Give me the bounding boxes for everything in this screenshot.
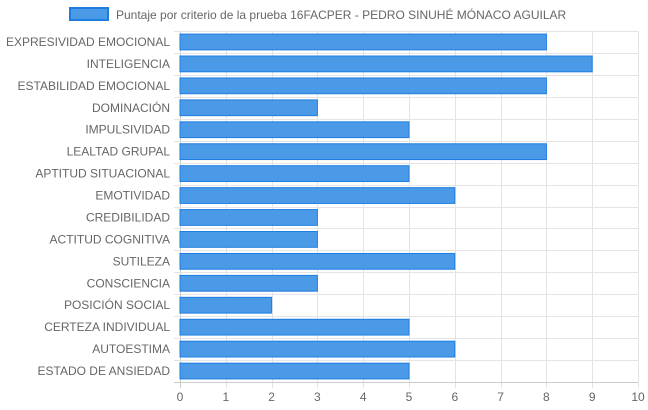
category-label: ESTADO DE ANSIEDAD (38, 364, 171, 378)
x-tick-label: 10 (631, 390, 645, 404)
x-axis-ticks: 0 1 2 3 4 5 6 7 8 9 10 (177, 390, 645, 404)
bars (179, 33, 593, 380)
category-label: SUTILEZA (113, 254, 170, 268)
category-label: LEALTAD GRUPAL (67, 145, 171, 159)
category-label: POSICIÓN SOCIAL (64, 297, 170, 312)
x-tick-label: 5 (406, 390, 413, 404)
category-label: IMPULSIVIDAD (85, 123, 170, 137)
category-label: CONSCIENCIA (87, 276, 170, 290)
category-labels: EXPRESIVIDAD EMOCIONAL INTELIGENCIA ESTABI… (6, 35, 170, 378)
bar[interactable] (179, 362, 410, 380)
x-tick-label: 3 (314, 390, 321, 404)
x-tick-label: 0 (177, 390, 184, 404)
legend-label: Puntaje por criterio de la prueba 16FACP… (116, 7, 566, 22)
legend-swatch (69, 7, 109, 21)
bar[interactable] (179, 340, 456, 358)
category-label: ESTABILIDAD EMOCIONAL (18, 79, 171, 93)
bar[interactable] (179, 165, 410, 182)
category-label: CERTEZA INDIVIDUAL (44, 320, 170, 334)
category-label: CREDIBILIDAD (86, 210, 170, 224)
bar[interactable] (179, 99, 318, 117)
bar[interactable] (179, 143, 547, 161)
x-tick-label: 9 (589, 390, 596, 404)
bar[interactable] (179, 296, 273, 314)
bar[interactable] (179, 274, 318, 292)
bar[interactable] (179, 209, 318, 226)
bar[interactable] (179, 231, 318, 248)
legend[interactable]: Puntaje por criterio de la prueba 16FACP… (69, 7, 566, 22)
x-tick-label: 2 (268, 390, 275, 404)
bar[interactable] (179, 187, 456, 204)
bar[interactable] (179, 33, 547, 51)
bar[interactable] (179, 77, 547, 95)
category-label: INTELIGENCIA (87, 57, 170, 71)
bar[interactable] (179, 252, 456, 270)
category-label: ACTITUD COGNITIVA (50, 232, 170, 246)
bar[interactable] (179, 318, 410, 336)
category-label: DOMINACIÓN (92, 100, 170, 115)
x-tick-label: 4 (360, 390, 367, 404)
bar[interactable] (179, 121, 410, 139)
x-tick-label: 6 (451, 390, 458, 404)
category-label: EXPRESIVIDAD EMOCIONAL (6, 35, 170, 49)
x-tick-label: 8 (543, 390, 550, 404)
bar[interactable] (179, 55, 593, 73)
category-label: AUTOESTIMA (92, 342, 170, 356)
x-tick-label: 1 (222, 390, 229, 404)
x-tick-label: 7 (497, 390, 504, 404)
category-label: APTITUD SITUACIONAL (35, 167, 170, 181)
category-label: EMOTIVIDAD (95, 189, 170, 203)
